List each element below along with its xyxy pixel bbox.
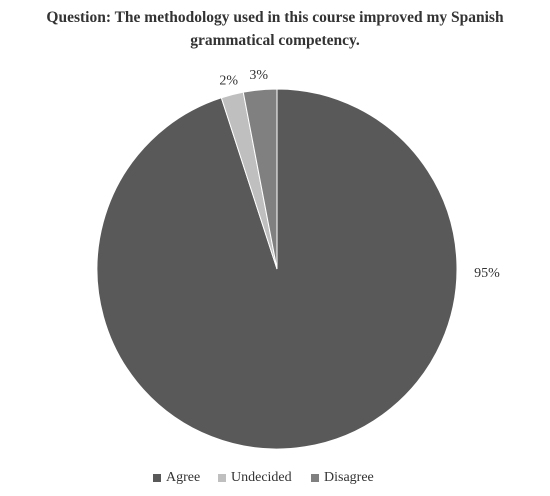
legend-swatch <box>153 474 161 482</box>
chart-title: Question: The methodology used in this c… <box>46 9 504 49</box>
pie-slice <box>242 88 278 270</box>
data-label: 95% <box>474 266 500 281</box>
legend-swatch <box>311 474 319 482</box>
legend-label: Disagree <box>324 470 374 485</box>
data-label: 2% <box>219 73 238 88</box>
legend-label: Agree <box>166 470 200 485</box>
legend-label: Undecided <box>231 470 292 485</box>
legend-swatch <box>218 474 226 482</box>
data-label: 3% <box>249 68 268 83</box>
